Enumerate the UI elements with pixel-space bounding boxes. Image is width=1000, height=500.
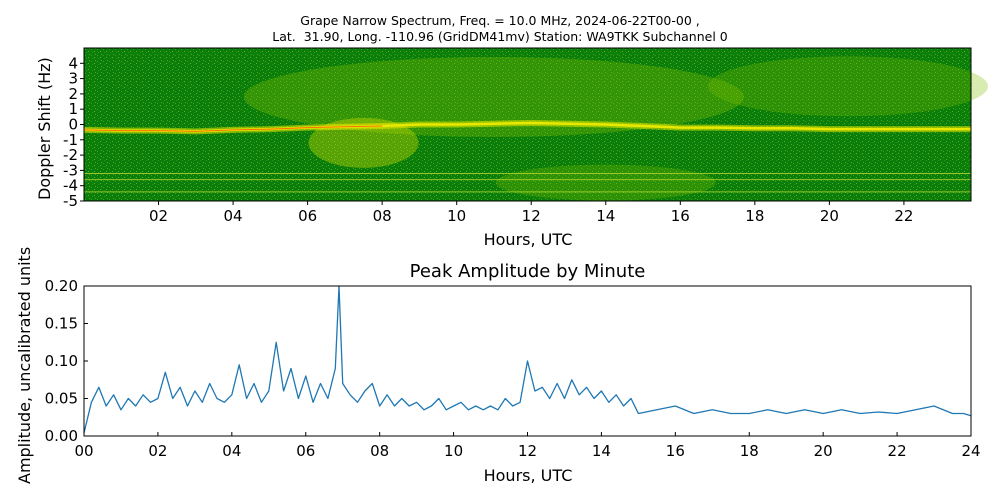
spectrum-trace-peak [83,125,383,132]
spectrum-title: Grape Narrow Spectrum, Freq. = 10.0 MHz,… [0,13,1000,45]
spectrum-xtick-label-9: 20 [820,207,839,225]
spectrum-ytick-label-9: -5 [63,192,78,210]
amplitude-ytick-label-3: 0.15 [45,315,78,333]
amplitude-xtick-label-11: 22 [888,442,907,460]
spectrum-glow-evening [708,56,989,117]
amplitude-xtick-label-0: 00 [74,442,93,460]
spectrum-xtick-label-4: 10 [447,207,466,225]
amplitude-xtick-label-1: 02 [148,442,167,460]
spectrum-xtick-label-5: 12 [522,207,541,225]
spectrum-ytick-label-4: 0 [68,116,78,134]
amplitude-xtick-label-12: 24 [961,442,980,460]
amplitude-xtick-label-4: 08 [370,442,389,460]
amplitude-y-label: Amplitude, uncalibrated units [15,246,34,484]
amplitude-xtick-label-6: 12 [518,442,537,460]
amplitude-xtick-label-7: 14 [592,442,611,460]
spectrum-xtick-label-8: 18 [745,207,764,225]
spectrum-xtick-label-6: 14 [596,207,615,225]
amplitude-xtick-label-9: 18 [740,442,759,460]
amplitude-xtick-label-10: 20 [814,442,833,460]
amplitude-x-label: Hours, UTC [483,466,573,485]
amplitude-series-line [83,285,972,434]
spectrum-xtick-label-1: 04 [224,207,243,225]
amplitude-ytick-label-0: 0.00 [45,427,78,445]
spectrum-ytick-label-1: 3 [68,70,78,88]
spectrum-ytick-label-0: 4 [68,54,78,72]
spectrum-ytick-label-3: 1 [68,100,78,118]
spectrum-title-line2: Lat. 31.90, Long. -110.96 (GridDM41mv) S… [272,29,728,44]
spectrum-xtick-label-10: 22 [894,207,913,225]
amplitude-ytick-label-2: 0.10 [45,352,78,370]
spectrum-title-line1: Grape Narrow Spectrum, Freq. = 10.0 MHz,… [300,13,700,28]
spectrum-xtick-label-0: 02 [149,207,168,225]
spectrum-x-label: Hours, UTC [483,230,573,249]
spectrum-xtick-label-7: 16 [671,207,690,225]
amplitude-ytick-label-1: 0.05 [45,390,78,408]
amplitude-title: Peak Amplitude by Minute [409,261,646,282]
spectrum-ytick-label-6: -2 [63,146,78,164]
spectrum-ytick-label-5: -1 [63,131,78,149]
spectrum-xtick-label-3: 08 [373,207,392,225]
spectrum-ytick-label-8: -4 [63,177,78,195]
spectrum-glow-dawn [308,117,419,168]
amplitude-ytick-label-4: 0.20 [45,277,78,295]
amplitude-xtick-label-8: 16 [666,442,685,460]
spectrum-ytick-label-2: 2 [68,85,78,103]
amplitude-xtick-label-3: 06 [296,442,315,460]
amplitude-xtick-label-5: 10 [444,442,463,460]
spectrum-xtick-label-2: 06 [298,207,317,225]
spectrum-glow-day [243,56,744,137]
amplitude-xtick-label-2: 04 [222,442,241,460]
spectrum-ytick-label-7: -3 [63,161,78,179]
